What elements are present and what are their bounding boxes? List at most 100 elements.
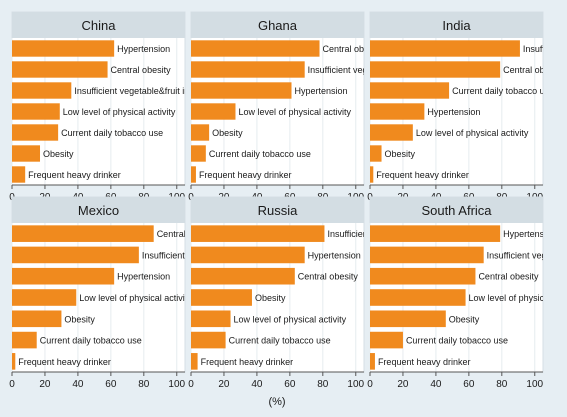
bar-label: Current daily tobacco use (452, 86, 554, 96)
bar-label: Hypertension (308, 250, 361, 260)
bar (191, 124, 210, 141)
bar (370, 310, 446, 328)
bar (12, 166, 26, 183)
bar-label: Frequent heavy drinker (18, 357, 111, 367)
bar-label: Central obesity (298, 272, 359, 282)
bar (191, 353, 198, 370)
bar-label: Insufficient vegetable&fruit intake (487, 250, 567, 260)
x-tick-label: 100 (168, 379, 185, 390)
bar (191, 166, 196, 183)
x-tick-label: 20 (397, 379, 409, 390)
bar-label: Frequent heavy drinker (28, 170, 121, 180)
bar (191, 267, 295, 285)
panel-mexico: Mexico Central obesity Insufficient vegeta… (9, 196, 274, 390)
bar-label: Low level of physical activity (79, 293, 192, 303)
panel-header (12, 197, 185, 223)
bar-label: Low level of physical activity (416, 128, 529, 138)
bar (370, 331, 403, 349)
panel-russia: Russia Insufficient vegetable&fruit intak… (188, 196, 459, 390)
bar-label: Current daily tobacco use (406, 336, 508, 346)
x-tick-label: 60 (284, 379, 296, 390)
bar-label: Central obesity (478, 272, 539, 282)
panel-title: China (82, 18, 117, 33)
bar (370, 166, 374, 183)
bar-label: Obesity (255, 293, 286, 303)
bar (12, 225, 154, 242)
panel-title: South Africa (421, 203, 492, 218)
bar-label: Frequent heavy drinker (376, 170, 469, 180)
panel-title: Mexico (78, 203, 119, 218)
bar-label: Hypertension (117, 272, 170, 282)
bar (191, 225, 325, 242)
x-tick-label: 0 (367, 379, 373, 390)
bar (191, 103, 236, 120)
bar-label: Current daily tobacco use (61, 128, 163, 138)
bar-label: Insufficient vegetable&fruit intake (74, 86, 206, 96)
x-tick-label: 100 (347, 379, 364, 390)
bar-label: Central obesity (503, 65, 564, 75)
bar-label: Insufficient vegetable&fruit intake (142, 250, 274, 260)
bar (12, 124, 59, 141)
bar (12, 40, 115, 57)
panel-header (191, 12, 364, 38)
bar-label: Insufficient vegetable&fruit intake (327, 229, 459, 239)
x-tick-label: 60 (105, 379, 117, 390)
bar (12, 310, 62, 328)
panel-header (370, 197, 543, 223)
x-tick-label: 20 (39, 379, 51, 390)
bar (12, 289, 77, 306)
bar (370, 225, 501, 242)
bar-label: Current daily tobacco use (209, 149, 311, 159)
bar (370, 40, 520, 57)
bar (12, 331, 37, 349)
bar (191, 289, 252, 306)
panel-title: Ghana (258, 18, 298, 33)
bar (370, 61, 501, 78)
bar (370, 289, 466, 306)
bar-label: Central obesity (323, 44, 384, 54)
x-tick-label: 20 (218, 379, 230, 390)
x-tick-label: 60 (463, 379, 475, 390)
panel-ghana: Ghana Central obesity Insufficient vegetab… (188, 11, 384, 203)
bar (191, 61, 305, 78)
bar-label: Hypertension (295, 86, 348, 96)
bar-label: Frequent heavy drinker (199, 170, 292, 180)
panel-china: China Hypertension Central obesity Insuffic… (9, 11, 206, 203)
bar-label: Low level of physical activity (469, 293, 567, 303)
x-tick-label: 80 (317, 379, 329, 390)
panel-header (12, 12, 185, 38)
bar (191, 40, 320, 57)
x-tick-label: 80 (496, 379, 508, 390)
bar-label: Central obesity (157, 229, 218, 239)
bar-label: Current daily tobacco use (40, 336, 142, 346)
panel-header (370, 12, 543, 38)
bar (370, 103, 425, 120)
panel-title: Russia (258, 203, 299, 218)
bar (370, 82, 450, 99)
x-tick-label: 40 (251, 379, 263, 390)
bar-label: Current daily tobacco use (229, 336, 331, 346)
bar (191, 331, 226, 349)
bar (191, 82, 292, 99)
x-tick-label: 0 (9, 379, 15, 390)
bar-label: Low level of physical activity (63, 107, 176, 117)
bar (370, 246, 484, 264)
bar-label: Hypertension (503, 229, 556, 239)
panel-india: India Insufficient vegetable&fruit intake… (367, 11, 564, 203)
bar (12, 267, 115, 285)
bar-label: Frequent heavy drinker (378, 357, 471, 367)
bar (12, 103, 60, 120)
bar (12, 246, 139, 264)
x-tick-label: 40 (72, 379, 84, 390)
bar (12, 61, 108, 78)
panel-south-africa: South Africa Hypertension Insufficient veg… (367, 196, 567, 390)
bar (12, 145, 41, 162)
bar (12, 353, 16, 370)
bar-label: Obesity (212, 128, 243, 138)
bar (12, 82, 72, 99)
x-tick-label: 80 (138, 379, 150, 390)
bar (191, 246, 305, 264)
x-tick-label: 40 (430, 379, 442, 390)
